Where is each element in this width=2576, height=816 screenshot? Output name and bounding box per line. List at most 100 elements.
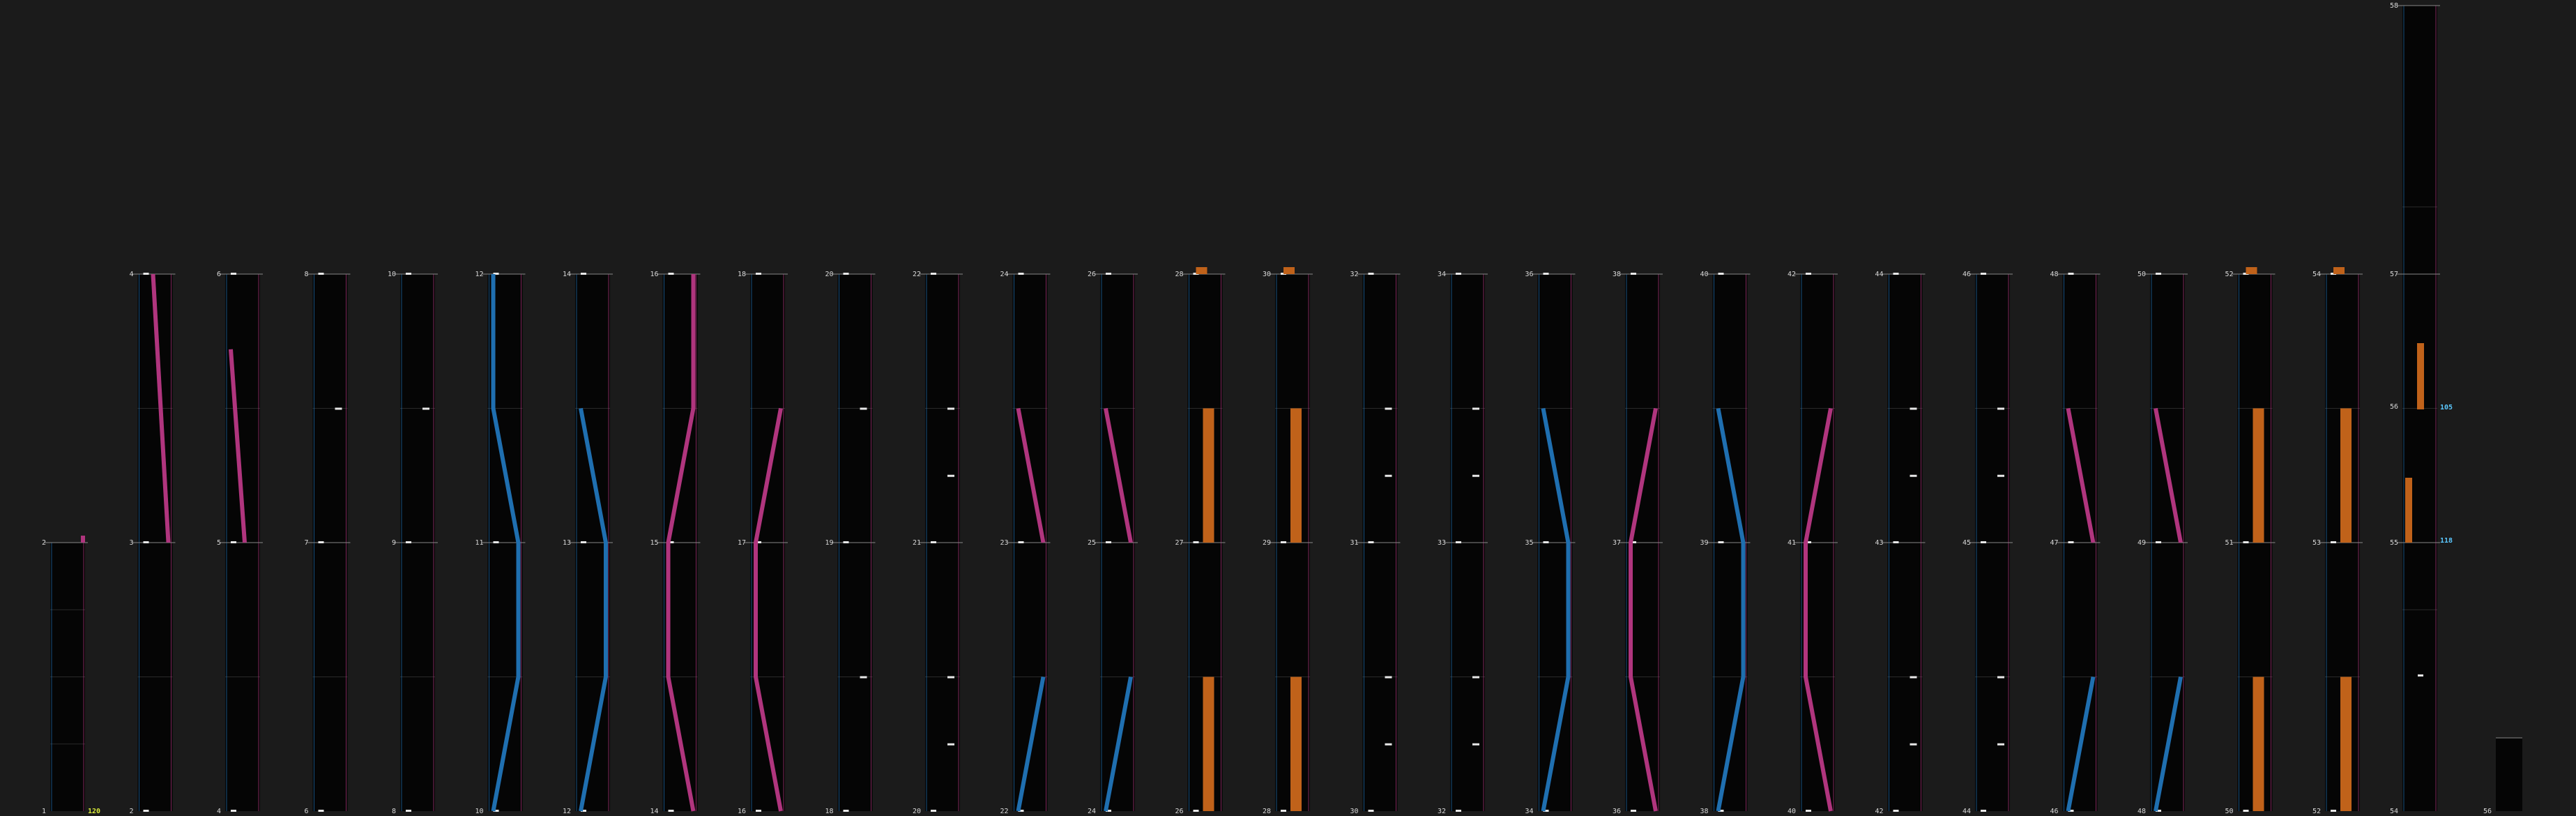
- row-label: 47: [2050, 539, 2058, 547]
- row-label: 17: [738, 539, 746, 547]
- signal-bar: [1203, 408, 1214, 543]
- mid-marker: [2243, 541, 2249, 543]
- signal-trace: [491, 274, 521, 812]
- row-label: 28: [1175, 271, 1183, 278]
- bottom-marker: [406, 810, 411, 812]
- mid-marker: [318, 541, 324, 543]
- row-label: 46: [1963, 271, 1971, 278]
- bottom-marker: [1543, 810, 1549, 812]
- row-label: 11: [475, 539, 483, 547]
- bottom-marker: [493, 810, 499, 812]
- row-label: 40: [1700, 271, 1708, 278]
- mid-marker: [1806, 541, 1811, 543]
- top-marker: [406, 273, 411, 275]
- level-marker: [947, 407, 954, 410]
- row-label: 40: [1788, 808, 1796, 815]
- bottom-marker: [231, 810, 236, 812]
- signal-bar: [1290, 408, 1302, 543]
- top-marker: [931, 273, 936, 275]
- mid-marker: [2156, 541, 2161, 543]
- row-label: 22: [1000, 808, 1008, 815]
- row-label: 50: [2137, 271, 2146, 278]
- mid-marker: [931, 541, 936, 543]
- row-label: 4: [129, 271, 133, 278]
- signal-trace: [1629, 407, 1658, 812]
- top-marker: [756, 273, 761, 275]
- row-label: 36: [1525, 271, 1533, 278]
- row-label: 34: [1525, 808, 1533, 815]
- row-label: 2: [42, 539, 46, 547]
- top-marker: [493, 273, 499, 275]
- top-marker: [843, 273, 849, 275]
- signal-trace-lower: [1104, 676, 1133, 812]
- first-column-value: 120: [88, 808, 100, 815]
- row-label: 31: [1350, 539, 1358, 547]
- row-label: 23: [1000, 539, 1008, 547]
- mid-marker: [231, 541, 236, 543]
- level-marker: [1910, 474, 1917, 477]
- top-flag: [1283, 267, 1295, 274]
- row-label: 44: [1963, 808, 1971, 815]
- top-marker: [1456, 273, 1461, 275]
- bottom-marker: [2068, 810, 2074, 812]
- top-marker: [2156, 273, 2161, 275]
- signal-trace-lower: [2066, 676, 2096, 812]
- mid-marker: [1018, 541, 1024, 543]
- row-label: 24: [1088, 808, 1096, 815]
- tall-top-label: 58: [2390, 2, 2398, 10]
- row-label: 25: [1088, 539, 1096, 547]
- level-marker: [1910, 676, 1917, 679]
- tall-value-low: 118: [2440, 537, 2453, 545]
- row-label: 32: [1438, 808, 1446, 815]
- top-marker: [1018, 273, 1024, 275]
- row-label: 29: [1263, 539, 1271, 547]
- tall-bar-lower: [2405, 478, 2412, 543]
- row-label: 12: [563, 808, 571, 815]
- row-label: 16: [650, 271, 658, 278]
- level-marker: [947, 743, 954, 746]
- bottom-marker: [1368, 810, 1374, 812]
- signal-trace-upper: [1016, 407, 1046, 543]
- row-label: 30: [1263, 271, 1271, 278]
- mid-marker: [1543, 541, 1549, 543]
- tall-mid-label: 56: [2390, 403, 2398, 411]
- signal-trace: [229, 349, 247, 543]
- tall-bar-upper: [2417, 343, 2424, 409]
- row-label: 18: [825, 808, 833, 815]
- level-marker: [860, 676, 867, 679]
- top-marker: [143, 273, 149, 275]
- top-marker: [231, 273, 236, 275]
- row-label: 5: [217, 539, 221, 547]
- mid-marker: [581, 541, 586, 543]
- row-label: 44: [1875, 271, 1883, 278]
- mid-marker: [756, 541, 761, 543]
- bottom-marker: [756, 810, 761, 812]
- row-label: 36: [1613, 808, 1621, 815]
- level-marker: [1472, 407, 1479, 410]
- row-label: 7: [304, 539, 308, 547]
- mid-marker: [2068, 541, 2074, 543]
- row-label: 35: [1525, 539, 1533, 547]
- signal-trace-lower: [2154, 676, 2183, 812]
- bottom-marker: [1893, 810, 1899, 812]
- row-label: 42: [1875, 808, 1883, 815]
- row-label: 20: [825, 271, 833, 278]
- tall-marker: [2418, 674, 2423, 677]
- row-label: 8: [304, 271, 308, 278]
- row-label: 53: [2312, 539, 2321, 547]
- bottom-marker: [1106, 810, 1111, 812]
- row-label: 52: [2312, 808, 2321, 815]
- row-label: 10: [388, 271, 396, 278]
- tall-mid-row-label: 55: [2390, 539, 2398, 547]
- level-marker: [422, 407, 429, 410]
- row-label: 52: [2225, 271, 2233, 278]
- row-label: 33: [1438, 539, 1446, 547]
- mid-marker: [143, 541, 149, 543]
- bottom-marker: [1981, 810, 1986, 812]
- top-marker: [2068, 273, 2074, 275]
- row-label: 48: [2137, 808, 2146, 815]
- bottom-marker: [2331, 810, 2336, 812]
- row-label: 10: [475, 808, 483, 815]
- signal-bar: [2340, 408, 2352, 543]
